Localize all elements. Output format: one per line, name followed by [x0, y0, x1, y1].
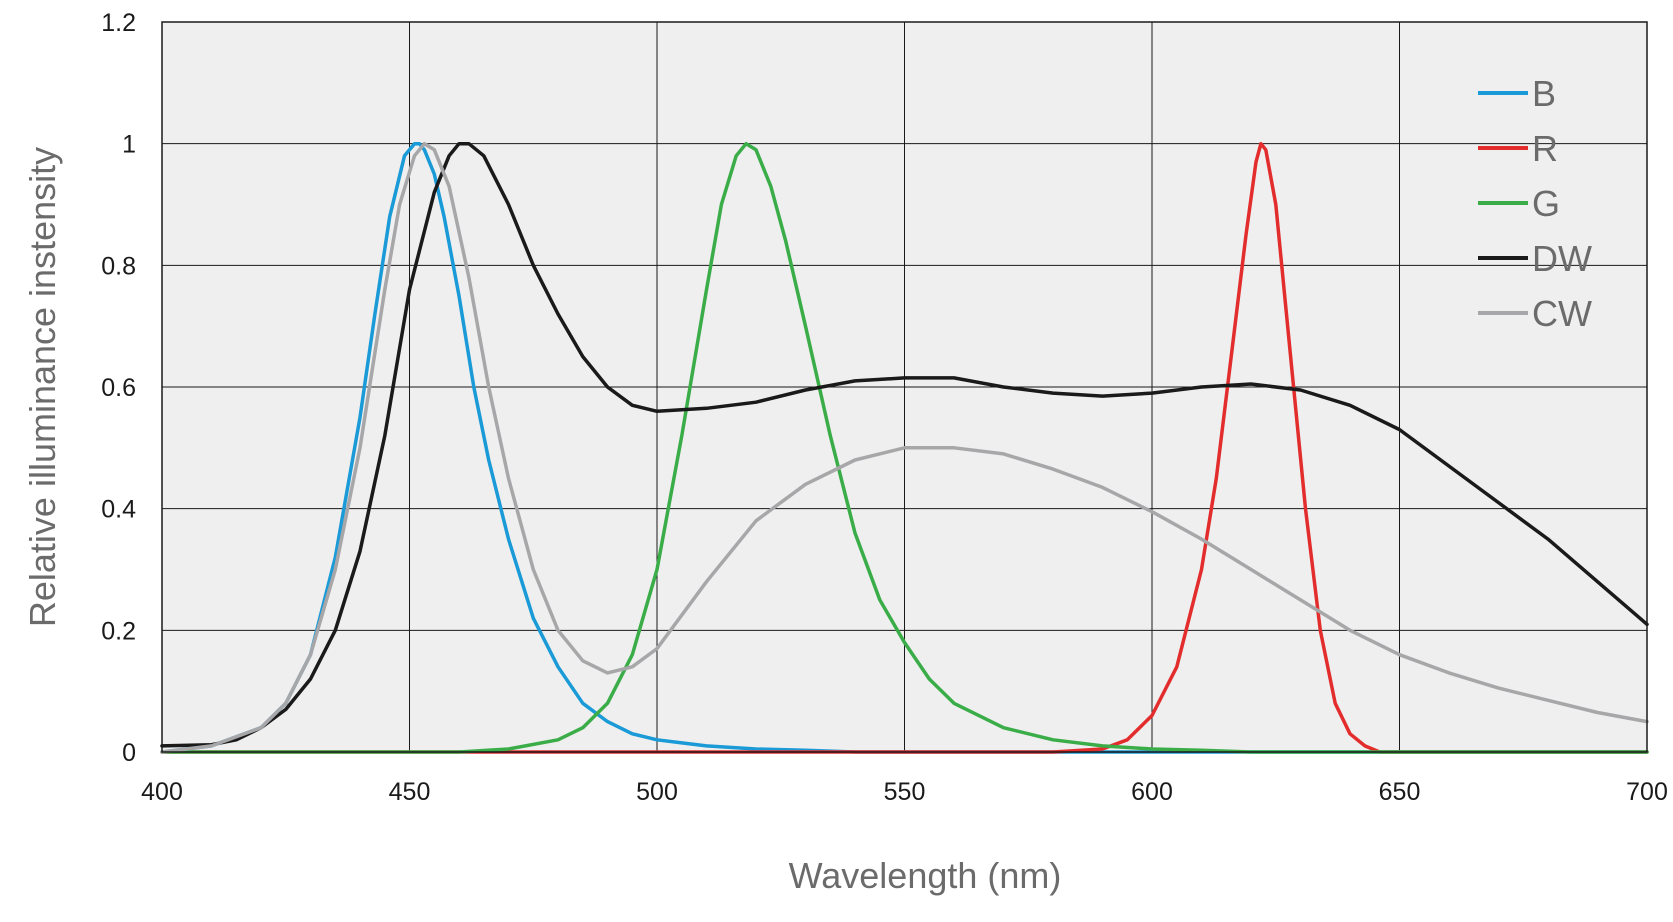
y-tick-label: 0.6	[101, 374, 136, 402]
legend-label: DW	[1532, 238, 1592, 279]
legend: BRG DW CW	[1478, 73, 1592, 334]
x-tick-label: 450	[389, 778, 431, 806]
y-tick-label: 1.2	[101, 9, 136, 37]
x-tick-label: 700	[1626, 778, 1668, 806]
x-tick-label: 500	[636, 778, 678, 806]
x-axis-title: Wavelength (nm)	[789, 855, 1062, 896]
legend-label: R	[1532, 128, 1558, 169]
series-line-g	[160, 141, 1649, 754]
legend-item-cw: CW	[1478, 293, 1592, 334]
x-tick-label: 400	[141, 778, 183, 806]
legend-label: CW	[1532, 293, 1592, 334]
x-tick-label: 550	[884, 778, 926, 806]
x-tick-label: 600	[1131, 778, 1173, 806]
series-line-dw	[160, 141, 1649, 748]
y-tick-label: 1	[122, 131, 136, 159]
y-tick-label: 0.4	[101, 496, 136, 524]
series-line-cw	[160, 141, 1649, 754]
x-tick-label: 650	[1379, 778, 1421, 806]
y-axis-title: Relative illuminance instensity	[22, 147, 63, 627]
legend-item-b: B	[1478, 73, 1556, 114]
y-tick-labels: 0 0.2 0.4 0.6 0.8 1 1.2	[101, 9, 136, 767]
y-tick-label: 0	[122, 739, 136, 767]
legend-label: G	[1532, 183, 1560, 224]
y-tick-label: 0.2	[101, 617, 136, 645]
legend-item-r: R	[1478, 128, 1558, 169]
y-tick-label: 0.8	[101, 252, 136, 280]
plot-frame	[161, 21, 1648, 753]
legend-item-dw: DW	[1478, 238, 1592, 279]
legend-label: B	[1532, 73, 1556, 114]
legend-item-g: G	[1478, 183, 1560, 224]
x-tick-labels: 400 450 500 550 600 650 700	[141, 778, 1668, 806]
